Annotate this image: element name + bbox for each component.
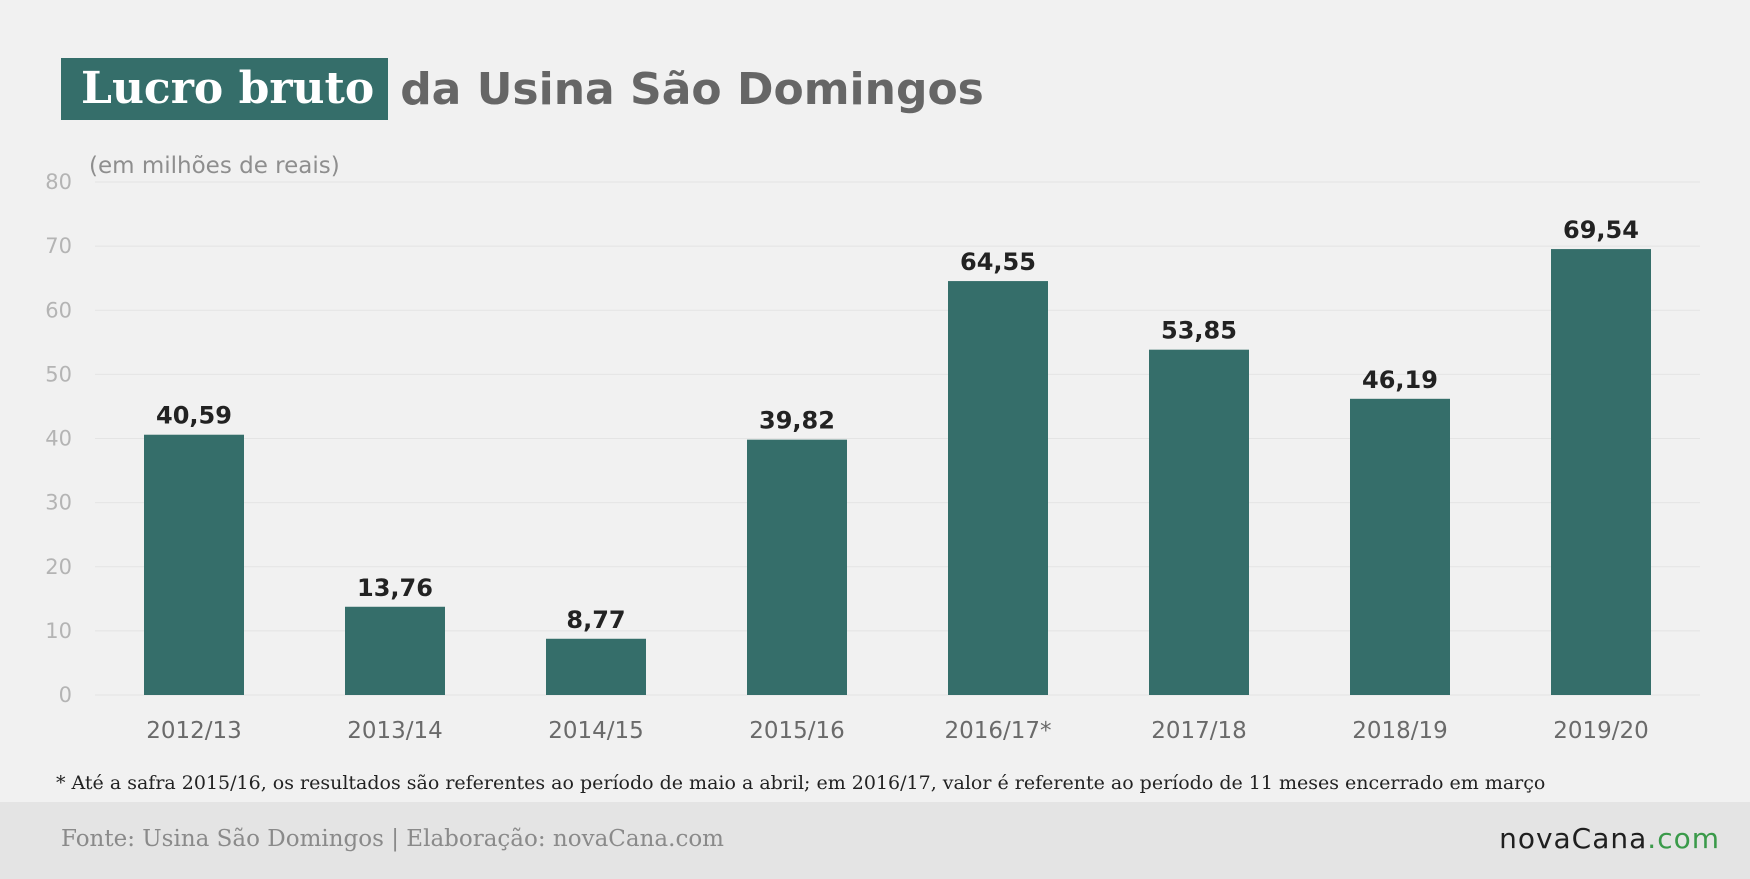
x-tick-label: 2014/15 (548, 718, 644, 744)
logo-suffix: .com (1647, 822, 1720, 855)
title-highlight: Lucro bruto (61, 58, 389, 120)
x-tick-label: 2016/17* (944, 718, 1051, 744)
unit-label: (em milhões de reais) (89, 153, 340, 179)
bar (1350, 398, 1450, 695)
bar (1149, 349, 1249, 695)
chart-title: Lucro bruto da Usina São Domingos (61, 58, 984, 120)
y-tick-label: 40 (45, 427, 72, 451)
x-tick-label: 2017/18 (1151, 718, 1247, 744)
bar (747, 439, 847, 695)
bar (546, 638, 646, 695)
y-tick-label: 30 (45, 491, 72, 515)
footer-bar: Fonte: Usina São Domingos | Elaboração: … (0, 802, 1750, 879)
y-tick-label: 10 (45, 619, 72, 643)
bar (1551, 249, 1651, 695)
novacana-logo: novaCana.com (1499, 822, 1720, 855)
bar-chart: (em milhões de reais) 01020304050607080 … (45, 153, 1700, 744)
data-label: 39,82 (759, 407, 835, 435)
footnote: * Até a safra 2015/16, os resultados são… (56, 772, 1546, 794)
data-label: 53,85 (1161, 317, 1237, 345)
x-tick-label: 2018/19 (1352, 718, 1448, 744)
data-label: 13,76 (357, 574, 433, 602)
x-tick-label: 2015/16 (749, 718, 845, 744)
bar (345, 606, 445, 695)
bar (144, 434, 244, 695)
grid-layer: 0 10 20 30 40 50 60 70 80 (45, 170, 1700, 707)
title-rest: da Usina São Domingos (400, 63, 984, 115)
logo-main: novaCana (1499, 822, 1648, 855)
data-label: 46,19 (1362, 366, 1438, 394)
x-tick-label: 2012/13 (146, 718, 242, 744)
source-text: Fonte: Usina São Domingos | Elaboração: … (61, 826, 724, 852)
y-tick-label: 50 (45, 362, 72, 386)
x-tick-label: 2013/14 (347, 718, 443, 744)
data-label: 64,55 (960, 248, 1036, 276)
data-label: 69,54 (1563, 216, 1639, 244)
x-tick-label: 2019/20 (1553, 718, 1649, 744)
y-tick-label: 60 (45, 298, 72, 322)
bar-layer: 40,59 2012/13 13,76 2013/14 8,77 2014/15 39,82… (144, 216, 1651, 744)
y-tick-label: 70 (45, 234, 72, 258)
data-label: 40,59 (156, 402, 232, 430)
y-tick-label: 20 (45, 555, 72, 579)
y-tick-label: 0 (59, 683, 72, 707)
data-label: 8,77 (566, 606, 625, 634)
y-tick-label: 80 (45, 170, 72, 194)
bar (948, 281, 1048, 695)
